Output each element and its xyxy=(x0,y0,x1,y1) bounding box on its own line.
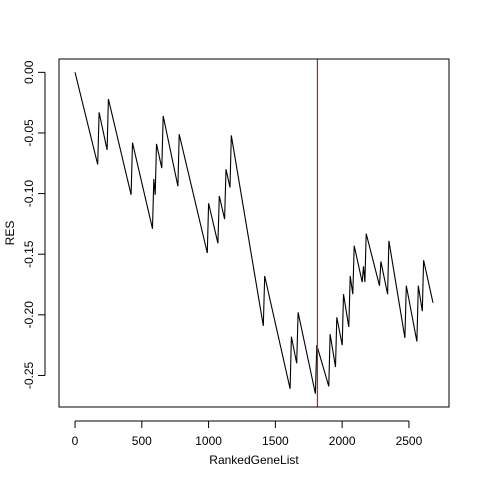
x-tick-label: 1500 xyxy=(262,434,289,448)
x-axis-label: RankedGeneList xyxy=(209,453,299,467)
x-tick-label: 0 xyxy=(72,434,79,448)
plot-marks xyxy=(74,59,434,407)
y-tick-label: -0.20 xyxy=(22,301,36,329)
x-tick-label: 1000 xyxy=(195,434,222,448)
x-tick-label: 2500 xyxy=(396,434,423,448)
running-enrichment-line-0 xyxy=(74,72,434,394)
y-axis-label: RES xyxy=(3,221,17,246)
y-axis: 0.00 -0.05 -0.10 -0.15 -0.20 -0.25 xyxy=(22,60,46,390)
y-tick-label: -0.15 xyxy=(22,240,36,268)
x-tick-label: 2000 xyxy=(329,434,356,448)
y-tick-label: 0.00 xyxy=(22,60,36,84)
y-tick-label: -0.25 xyxy=(22,362,36,390)
plot-frame xyxy=(58,58,450,408)
x-axis: 0 500 1000 1500 2000 2500 xyxy=(72,420,423,448)
y-tick-label: -0.10 xyxy=(22,180,36,208)
y-tick-label: -0.05 xyxy=(22,119,36,147)
x-tick-label: 500 xyxy=(132,434,152,448)
